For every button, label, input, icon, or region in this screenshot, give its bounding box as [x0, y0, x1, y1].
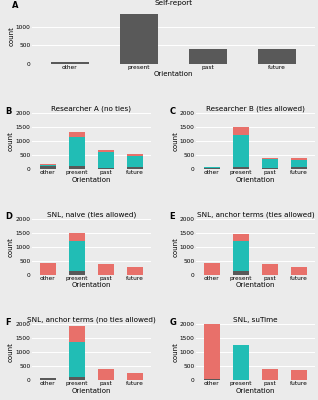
- Y-axis label: count: count: [172, 342, 178, 362]
- Bar: [127, 267, 143, 274]
- Bar: [204, 323, 220, 379]
- X-axis label: Orientation: Orientation: [72, 388, 111, 394]
- Title: SNL, anchor terms (no ties allowed): SNL, anchor terms (no ties allowed): [27, 317, 156, 323]
- Bar: [291, 160, 307, 167]
- Bar: [262, 370, 278, 380]
- Text: G: G: [170, 318, 176, 327]
- Bar: [69, 233, 85, 241]
- Bar: [233, 234, 249, 241]
- Bar: [127, 154, 143, 156]
- Bar: [69, 326, 85, 342]
- Bar: [40, 166, 56, 169]
- Text: C: C: [170, 107, 176, 116]
- Bar: [120, 14, 158, 64]
- Bar: [40, 264, 56, 274]
- Title: Self-report: Self-report: [154, 0, 192, 6]
- Bar: [40, 165, 56, 166]
- Y-axis label: count: count: [172, 237, 178, 257]
- X-axis label: Orientation: Orientation: [154, 71, 193, 77]
- Bar: [204, 168, 220, 169]
- Bar: [233, 127, 249, 136]
- Y-axis label: count: count: [8, 131, 14, 151]
- Bar: [291, 370, 307, 380]
- Y-axis label: count: count: [8, 342, 14, 362]
- Title: Researcher A (no ties): Researcher A (no ties): [51, 106, 131, 112]
- Y-axis label: count: count: [8, 26, 14, 46]
- Bar: [262, 168, 278, 169]
- Bar: [40, 164, 56, 165]
- Bar: [204, 379, 220, 380]
- Text: A: A: [12, 1, 18, 10]
- Y-axis label: count: count: [8, 237, 14, 257]
- Bar: [262, 264, 278, 274]
- Bar: [233, 272, 249, 274]
- Bar: [98, 150, 114, 152]
- Bar: [127, 156, 143, 166]
- Bar: [127, 372, 143, 380]
- X-axis label: Orientation: Orientation: [72, 177, 111, 183]
- Text: D: D: [6, 212, 13, 221]
- X-axis label: Orientation: Orientation: [236, 282, 275, 288]
- Bar: [98, 168, 114, 169]
- Bar: [40, 378, 56, 380]
- Bar: [98, 264, 114, 274]
- Bar: [69, 377, 85, 380]
- Bar: [69, 137, 85, 166]
- Bar: [69, 241, 85, 272]
- Bar: [51, 62, 89, 64]
- X-axis label: Orientation: Orientation: [72, 282, 111, 288]
- Title: Researcher B (ties allowed): Researcher B (ties allowed): [206, 106, 305, 112]
- Y-axis label: count: count: [172, 131, 178, 151]
- Bar: [233, 136, 249, 167]
- Text: F: F: [6, 318, 11, 327]
- Bar: [291, 267, 307, 274]
- Bar: [98, 152, 114, 168]
- Bar: [262, 159, 278, 168]
- Text: E: E: [170, 212, 175, 221]
- Bar: [233, 345, 249, 380]
- Bar: [204, 264, 220, 274]
- Title: SNL, naive (ties allowed): SNL, naive (ties allowed): [47, 211, 136, 218]
- Bar: [204, 167, 220, 168]
- Bar: [69, 132, 85, 137]
- Bar: [262, 158, 278, 159]
- Bar: [233, 167, 249, 169]
- Bar: [189, 49, 227, 64]
- Bar: [98, 370, 114, 380]
- Bar: [291, 167, 307, 169]
- Bar: [291, 158, 307, 160]
- Title: SNL, suTime: SNL, suTime: [233, 317, 278, 323]
- Text: B: B: [6, 107, 12, 116]
- Title: SNL, anchor terms (ties allowed): SNL, anchor terms (ties allowed): [197, 211, 314, 218]
- Bar: [127, 166, 143, 169]
- X-axis label: Orientation: Orientation: [236, 177, 275, 183]
- X-axis label: Orientation: Orientation: [236, 388, 275, 394]
- Bar: [233, 241, 249, 272]
- Bar: [69, 342, 85, 377]
- Bar: [69, 272, 85, 274]
- Bar: [258, 49, 296, 64]
- Bar: [69, 166, 85, 169]
